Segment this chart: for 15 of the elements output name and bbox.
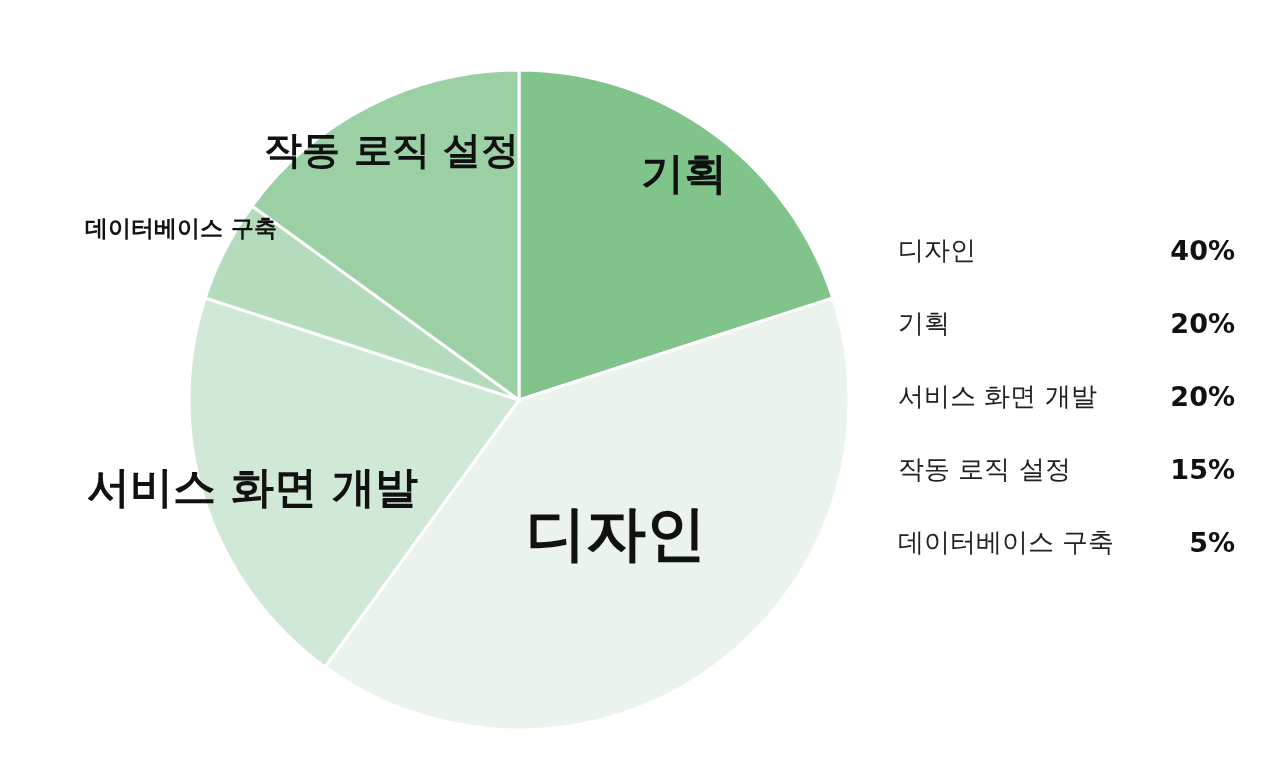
slice-label: 디자인 [525, 498, 706, 569]
text: 40% [1170, 234, 1235, 266]
slice-label: 데이터베이스 구축 [84, 214, 277, 241]
text: 5% [1189, 526, 1235, 558]
text: 기획 [898, 308, 950, 338]
text: 작동 로직 설정 [898, 454, 1071, 484]
slice-label: 기획 [640, 148, 727, 199]
text: 20% [1170, 307, 1235, 339]
text: 데이터베이스 구축 [898, 527, 1115, 557]
text: 디자인 [898, 235, 976, 265]
slice-label: 서비스 화면 개발 [86, 461, 418, 512]
text: 20% [1170, 380, 1235, 412]
text: 서비스 화면 개발 [898, 381, 1097, 411]
slice-label: 작동 로직 설정 [264, 128, 519, 173]
text: 15% [1170, 453, 1235, 485]
